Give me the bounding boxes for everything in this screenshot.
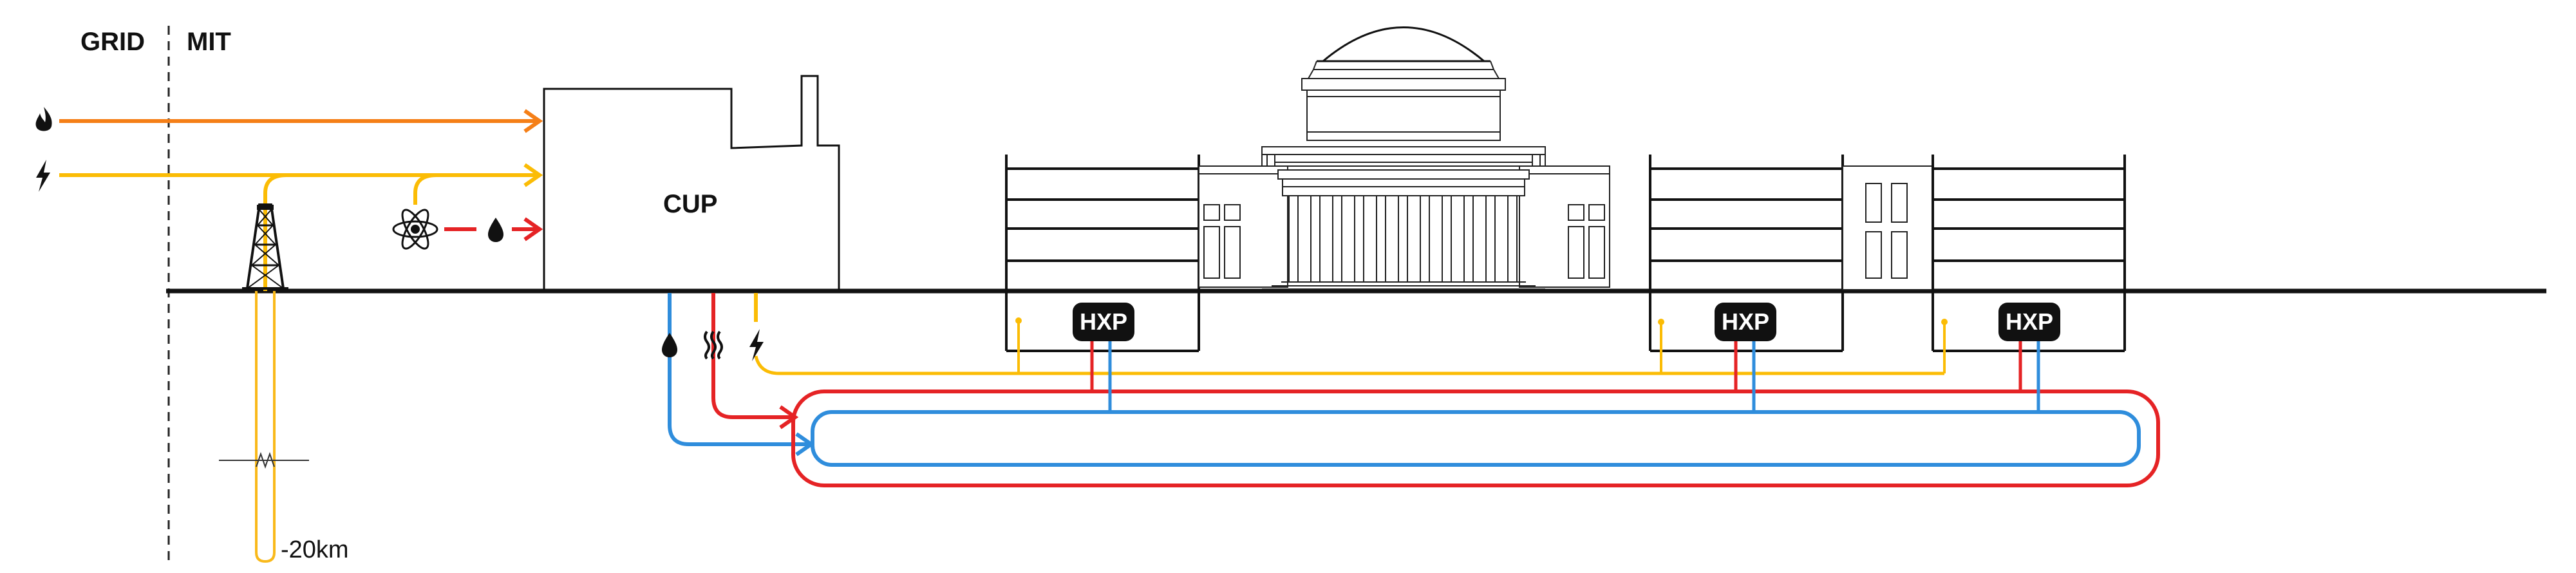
electric-arrowhead bbox=[523, 163, 543, 187]
cup-label: CUP bbox=[663, 190, 717, 218]
grid-label: GRID bbox=[80, 28, 145, 56]
steam-supply-line bbox=[512, 217, 543, 241]
portico-columns bbox=[1288, 195, 1518, 283]
mit-label: MIT bbox=[187, 28, 231, 56]
building-right bbox=[1932, 155, 2126, 352]
hxp-connections-2 bbox=[1658, 319, 1756, 413]
lightning-icon bbox=[36, 160, 50, 192]
hxp-badge-3: HXP bbox=[1998, 303, 2060, 341]
steam-arrowhead bbox=[523, 217, 543, 241]
droplet-icon bbox=[488, 218, 503, 242]
dome-building bbox=[1198, 26, 1610, 290]
electric-supply-line bbox=[59, 163, 543, 187]
geothermal-line bbox=[219, 173, 309, 563]
hxp-badge-2: HXP bbox=[1715, 303, 1776, 341]
gas-supply-line bbox=[59, 109, 543, 133]
power-distribution-line bbox=[754, 293, 1944, 375]
cup-building bbox=[543, 75, 840, 291]
hxp-connections-3 bbox=[1941, 319, 2040, 413]
building-middle bbox=[1649, 155, 1844, 352]
hxp-badge-1: HXP bbox=[1073, 303, 1134, 341]
droplet-icon bbox=[662, 333, 677, 357]
lightning-icon bbox=[749, 329, 764, 361]
gas-arrowhead bbox=[523, 109, 543, 133]
hot-water-loop bbox=[791, 390, 2160, 487]
flame-icon bbox=[35, 107, 52, 131]
atom-icon bbox=[392, 209, 438, 250]
dome bbox=[1320, 26, 1487, 62]
heat-waves-icon bbox=[704, 330, 723, 360]
drilling-tower-icon bbox=[242, 203, 288, 290]
cold-water-loop bbox=[811, 410, 2141, 467]
hxp-connections-1 bbox=[1015, 317, 1112, 413]
nuclear-supply-line bbox=[413, 173, 437, 205]
depth-break-zigzag bbox=[256, 451, 275, 469]
connector-building bbox=[1842, 165, 1933, 290]
depth-label: -20km bbox=[281, 536, 349, 563]
hxp-label: HXP bbox=[2006, 308, 2053, 335]
hxp-label: HXP bbox=[1080, 308, 1127, 335]
hxp-label: HXP bbox=[1722, 308, 1769, 335]
